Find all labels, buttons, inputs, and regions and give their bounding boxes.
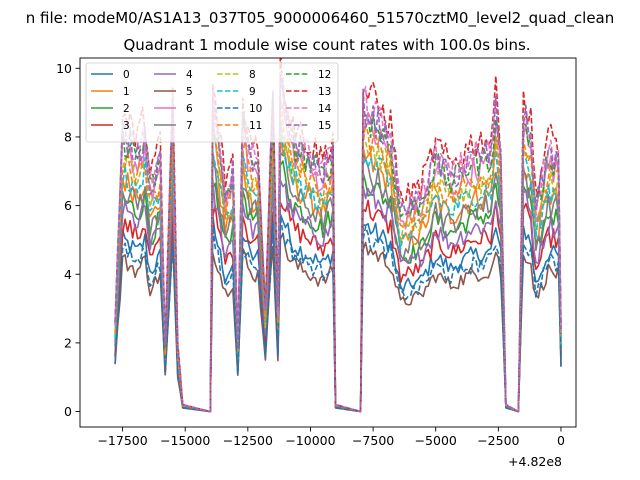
- legend-label-2: 2: [123, 103, 130, 115]
- legend-label-8: 8: [249, 69, 256, 81]
- legend-label-10: 10: [249, 103, 262, 115]
- axes: −17500 −15000 −12500 −10000 −7500 −5000 −2500 0…: [56, 57, 577, 448]
- legend-label-1: 1: [123, 86, 130, 98]
- x-tick-label: −15000: [160, 433, 210, 448]
- x-tick-label: −12500: [223, 433, 273, 448]
- series-line-15: [114, 77, 562, 413]
- legend-label-3: 3: [123, 120, 130, 132]
- series-line-10: [114, 216, 562, 413]
- chart-title: Quadrant 1 module wise count rates with …: [123, 36, 530, 54]
- y-tick-label: 10: [56, 61, 72, 76]
- y-tick-label: 4: [64, 267, 72, 282]
- plot-frame: [79, 57, 577, 428]
- legend-label-6: 6: [186, 103, 193, 115]
- figure-suptitle: n file: modeM0/AS1A13_037T05_9000006460_…: [26, 9, 615, 28]
- legend-label-14: 14: [318, 103, 332, 115]
- y-tick-label: 6: [64, 198, 72, 213]
- legend-label-13: 13: [318, 86, 331, 98]
- y-tick-label: 8: [64, 129, 72, 144]
- legend-label-7: 7: [186, 120, 193, 132]
- x-tick-label: −10000: [285, 433, 335, 448]
- x-tick-label: −17500: [97, 433, 147, 448]
- legend-label-15: 15: [318, 120, 331, 132]
- legend-label-4: 4: [186, 69, 193, 81]
- legend-box: [85, 62, 339, 143]
- y-tick-label: 0: [64, 404, 72, 419]
- legend-label-12: 12: [318, 69, 331, 81]
- x-tick-label: −7500: [352, 433, 394, 448]
- x-tick-label: 0: [557, 433, 565, 448]
- legend-label-9: 9: [249, 86, 256, 98]
- x-axis-offset-label: +4.82e8: [508, 454, 562, 469]
- y-tick-label: 2: [64, 335, 72, 350]
- x-tick-label: −5000: [415, 433, 457, 448]
- legend-label-0: 0: [123, 69, 130, 81]
- x-tick-label: −2500: [477, 433, 519, 448]
- legend-label-5: 5: [186, 86, 193, 98]
- legend-label-11: 11: [249, 120, 262, 132]
- plot-lines: [114, 58, 562, 413]
